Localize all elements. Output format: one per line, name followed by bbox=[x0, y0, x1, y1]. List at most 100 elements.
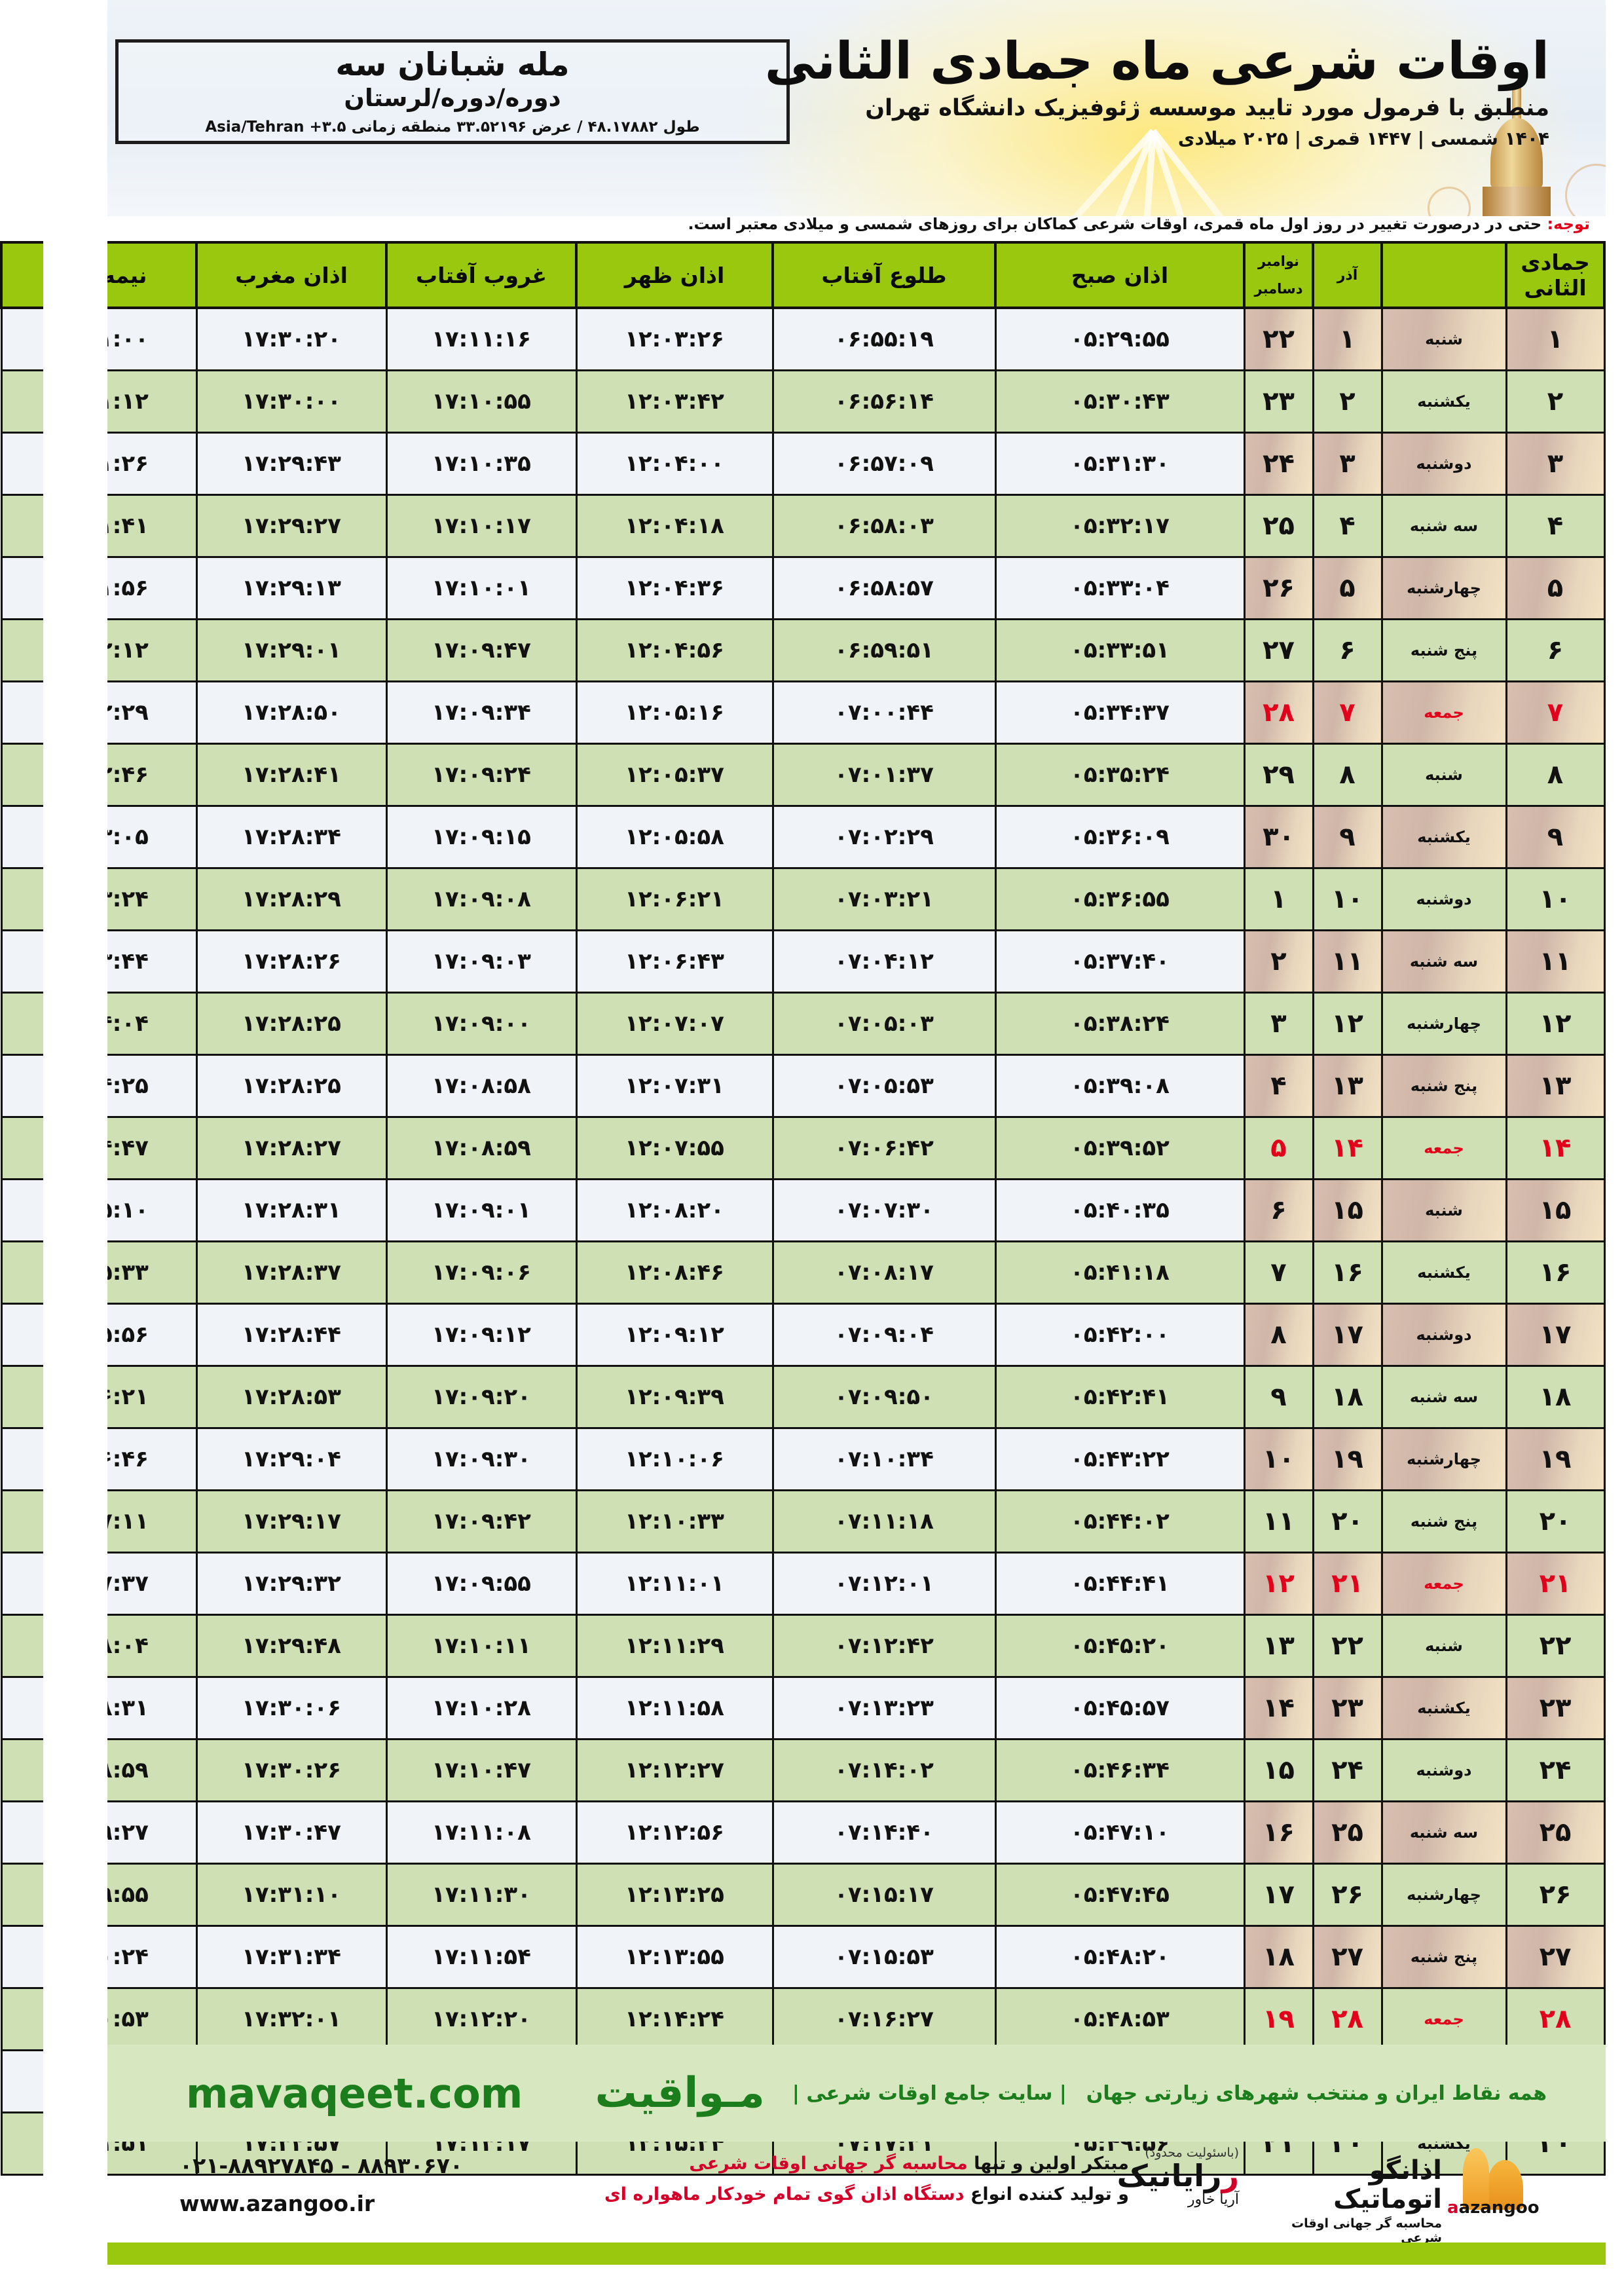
cell-maghrib: ۱۷:۲۸:۳۷ bbox=[153, 1242, 343, 1304]
table-row: ۱ شنبه ۱ ۲۲ ۰۵:۲۹:۵۵ ۰۶:۵۵:۱۹ ۱۲:۰۳:۲۶ ۱۷:۱۱:۱۶… bbox=[0, 308, 1561, 371]
table-row: ۱۶ یکشنبه ۱۶ ۷ ۰۵:۴۱:۱۸ ۰۷:۰۸:۱۷ ۱۲:۰۸:۴۶ ۱۷:۰۹… bbox=[0, 1242, 1561, 1304]
cell-maghrib: ۱۷:۲۹:۰۴ bbox=[153, 1428, 343, 1491]
cell-azar-day: ۱۹ bbox=[1270, 1428, 1338, 1491]
cell-fajr: ۰۵:۳۹:۰۸ bbox=[952, 1055, 1201, 1117]
cell-hijri-day: ۱۴ bbox=[1463, 1117, 1561, 1180]
cell-gregorian-day: ۱۱ bbox=[1201, 1491, 1270, 1553]
cell-sunrise: ۰۷:۰۴:۱۲ bbox=[729, 931, 952, 993]
cell-azar-day: ۱۳ bbox=[1270, 1055, 1338, 1117]
cell-sunset: ۱۷:۰۹:۰۳ bbox=[343, 931, 533, 993]
cell-azar-day: ۱۸ bbox=[1270, 1366, 1338, 1428]
cell-hijri-day: ۲۴ bbox=[1463, 1740, 1561, 1802]
table-row: ۱۰ دوشنبه ۱۰ ۱ ۰۵:۳۶:۵۵ ۰۷:۰۳:۲۱ ۱۲:۰۶:۲۱ ۱۷:۰۹… bbox=[0, 868, 1561, 931]
cell-azar-day: ۲۶ bbox=[1270, 1864, 1338, 1926]
cell-sunset: ۱۷:۱۰:۲۸ bbox=[343, 1677, 533, 1740]
cell-fajr: ۰۵:۲۹:۵۵ bbox=[952, 308, 1201, 371]
cell-dhuhr: ۱۲:۰۷:۵۵ bbox=[533, 1117, 729, 1180]
table-row: ۵ چهارشنبه ۵ ۲۶ ۰۵:۳۳:۰۴ ۰۶:۵۸:۵۷ ۱۲:۰۴:۳۶ ۱۷:۱… bbox=[0, 557, 1561, 620]
table-row: ۲۵ سه شنبه ۲۵ ۱۶ ۰۵:۴۷:۱۰ ۰۷:۱۴:۴۰ ۱۲:۱۲:۵۶ ۱۷:… bbox=[0, 1802, 1561, 1864]
cell-fajr: ۰۵:۳۹:۵۲ bbox=[952, 1117, 1201, 1180]
col-header-weekday bbox=[1338, 242, 1463, 308]
cell-fajr: ۰۵:۴۶:۳۴ bbox=[952, 1740, 1201, 1802]
cell-dhuhr: ۱۲:۰۹:۱۲ bbox=[533, 1304, 729, 1366]
cell-hijri-day: ۴ bbox=[1463, 495, 1561, 557]
cell-gregorian-day: ۱۶ bbox=[1201, 1802, 1270, 1864]
table-row: ۱۲ چهارشنبه ۱۲ ۳ ۰۵:۳۸:۲۴ ۰۷:۰۵:۰۳ ۱۲:۰۷:۰۷ ۱۷:… bbox=[0, 993, 1561, 1055]
cell-sunset: ۱۷:۱۰:۵۵ bbox=[343, 371, 533, 433]
cell-hijri-day: ۱۹ bbox=[1463, 1428, 1561, 1491]
table-row: ۸ شنبه ۸ ۲۹ ۰۵:۳۵:۲۴ ۰۷:۰۱:۳۷ ۱۲:۰۵:۳۷ ۱۷:۰۹:۲۴… bbox=[0, 744, 1561, 806]
footer-domain[interactable]: mavaqeet.com bbox=[143, 2070, 479, 2117]
cell-hijri-day: ۱۰ bbox=[1463, 868, 1561, 931]
cell-sunset: ۱۷:۱۰:۰۱ bbox=[343, 557, 533, 620]
cell-sunrise: ۰۶:۵۸:۵۷ bbox=[729, 557, 952, 620]
cell-weekday: جمعه bbox=[1338, 1988, 1463, 2051]
cell-dhuhr: ۱۲:۰۴:۰۰ bbox=[533, 433, 729, 495]
footer-brand-sub: همه نقاط ایران و منتخب شهرهای زیارتی جها… bbox=[1043, 2082, 1504, 2105]
cell-sunrise: ۰۷:۰۸:۱۷ bbox=[729, 1242, 952, 1304]
cell-gregorian-day: ۲ bbox=[1201, 931, 1270, 993]
table-row: ۱۴ جمعه ۱۴ ۵ ۰۵:۳۹:۵۲ ۰۷:۰۶:۴۲ ۱۲:۰۷:۵۵ ۱۷:۰۸:۵… bbox=[0, 1117, 1561, 1180]
cell-fajr: ۰۵:۴۰:۳۵ bbox=[952, 1180, 1201, 1242]
cell-azar-day: ۱۷ bbox=[1270, 1304, 1338, 1366]
cell-azar-day: ۲۰ bbox=[1270, 1491, 1338, 1553]
cell-weekday: دوشنبه bbox=[1338, 1304, 1463, 1366]
rayanik-subtitle: آریا خاور bbox=[999, 2191, 1196, 2208]
cell-hijri-day: ۵ bbox=[1463, 557, 1561, 620]
cell-hijri-day: ۱۲ bbox=[1463, 993, 1561, 1055]
rayanik-name: ررایانیک bbox=[999, 2160, 1196, 2191]
cell-fajr: ۰۵:۴۵:۲۰ bbox=[952, 1615, 1201, 1677]
cell-fajr: ۰۵:۴۵:۵۷ bbox=[952, 1677, 1201, 1740]
cell-azar-day: ۲۲ bbox=[1270, 1615, 1338, 1677]
col-header-dhuhr: اذان ظهر bbox=[533, 242, 729, 308]
cell-azar-day: ۶ bbox=[1270, 620, 1338, 682]
cell-sunset: ۱۷:۱۱:۱۶ bbox=[343, 308, 533, 371]
cell-gregorian-day: ۱ bbox=[1201, 868, 1270, 931]
cell-maghrib: ۱۷:۲۸:۲۵ bbox=[153, 1055, 343, 1117]
cell-azar-day: ۲۷ bbox=[1270, 1926, 1338, 1988]
cell-weekday: دوشنبه bbox=[1338, 433, 1463, 495]
cell-fajr: ۰۵:۴۴:۴۱ bbox=[952, 1553, 1201, 1615]
cell-sunset: ۱۷:۱۲:۲۰ bbox=[343, 1988, 533, 2051]
cell-gregorian-day: ۲۹ bbox=[1201, 744, 1270, 806]
cell-sunrise: ۰۷:۱۴:۴۰ bbox=[729, 1802, 952, 1864]
cell-weekday: شنبه bbox=[1338, 1615, 1463, 1677]
cell-weekday: پنج شنبه bbox=[1338, 1926, 1463, 1988]
col-header-hijri: جمادی الثانی bbox=[1463, 242, 1561, 308]
cell-maghrib: ۱۷:۲۹:۴۸ bbox=[153, 1615, 343, 1677]
cell-sunset: ۱۷:۰۹:۲۴ bbox=[343, 744, 533, 806]
cell-azar-day: ۱۱ bbox=[1270, 931, 1338, 993]
page-subtitle: منطبق با فرمول مورد تایید موسسه ژئوفیزیک… bbox=[655, 93, 1506, 124]
cell-maghrib: ۱۷:۲۹:۱۷ bbox=[153, 1491, 343, 1553]
cell-sunset: ۱۷:۰۸:۵۸ bbox=[343, 1055, 533, 1117]
cell-sunset: ۱۷:۰۸:۵۹ bbox=[343, 1117, 533, 1180]
footer-website[interactable]: www.azangoo.ir bbox=[136, 2185, 420, 2223]
cell-dhuhr: ۱۲:۰۳:۲۶ bbox=[533, 308, 729, 371]
cell-hijri-day: ۱۱ bbox=[1463, 931, 1561, 993]
cell-sunset: ۱۷:۰۹:۳۰ bbox=[343, 1428, 533, 1491]
cell-azar-day: ۱۶ bbox=[1270, 1242, 1338, 1304]
note-label: توجه: bbox=[1504, 215, 1547, 233]
cell-sunset: ۱۷:۱۰:۱۷ bbox=[343, 495, 533, 557]
location-region: دوره/دوره/لرستان bbox=[301, 83, 517, 113]
cell-gregorian-day: ۳۰ bbox=[1201, 806, 1270, 868]
cell-hijri-day: ۷ bbox=[1463, 682, 1561, 744]
cell-sunrise: ۰۷:۰۹:۵۰ bbox=[729, 1366, 952, 1428]
cell-weekday: چهارشنبه bbox=[1338, 993, 1463, 1055]
cell-fajr: ۰۵:۳۵:۲۴ bbox=[952, 744, 1201, 806]
cell-gregorian-day: ۲۶ bbox=[1201, 557, 1270, 620]
cell-dhuhr: ۱۲:۱۲:۵۶ bbox=[533, 1802, 729, 1864]
cell-dhuhr: ۱۲:۰۸:۴۶ bbox=[533, 1242, 729, 1304]
cell-sunset: ۱۷:۱۰:۱۱ bbox=[343, 1615, 533, 1677]
cell-azar-day: ۴ bbox=[1270, 495, 1338, 557]
cell-fajr: ۰۵:۴۸:۲۰ bbox=[952, 1926, 1201, 1988]
cell-dhuhr: ۱۲:۱۱:۰۱ bbox=[533, 1553, 729, 1615]
cell-fajr: ۰۵:۴۸:۵۳ bbox=[952, 1988, 1201, 2051]
cell-maghrib: ۱۷:۲۹:۰۱ bbox=[153, 620, 343, 682]
table-row: ۱۹ چهارشنبه ۱۹ ۱۰ ۰۵:۴۳:۲۲ ۰۷:۱۰:۳۴ ۱۲:۱۰:۰۶ ۱۷… bbox=[0, 1428, 1561, 1491]
cell-maghrib: ۱۷:۳۱:۳۴ bbox=[153, 1926, 343, 1988]
cell-maghrib: ۱۷:۲۸:۴۴ bbox=[153, 1304, 343, 1366]
cell-hijri-day: ۱۳ bbox=[1463, 1055, 1561, 1117]
table-header-row: جمادی الثانی آذر نوامبر دسامبر اذان صبح … bbox=[0, 242, 1561, 308]
cell-maghrib: ۱۷:۲۸:۲۶ bbox=[153, 931, 343, 993]
